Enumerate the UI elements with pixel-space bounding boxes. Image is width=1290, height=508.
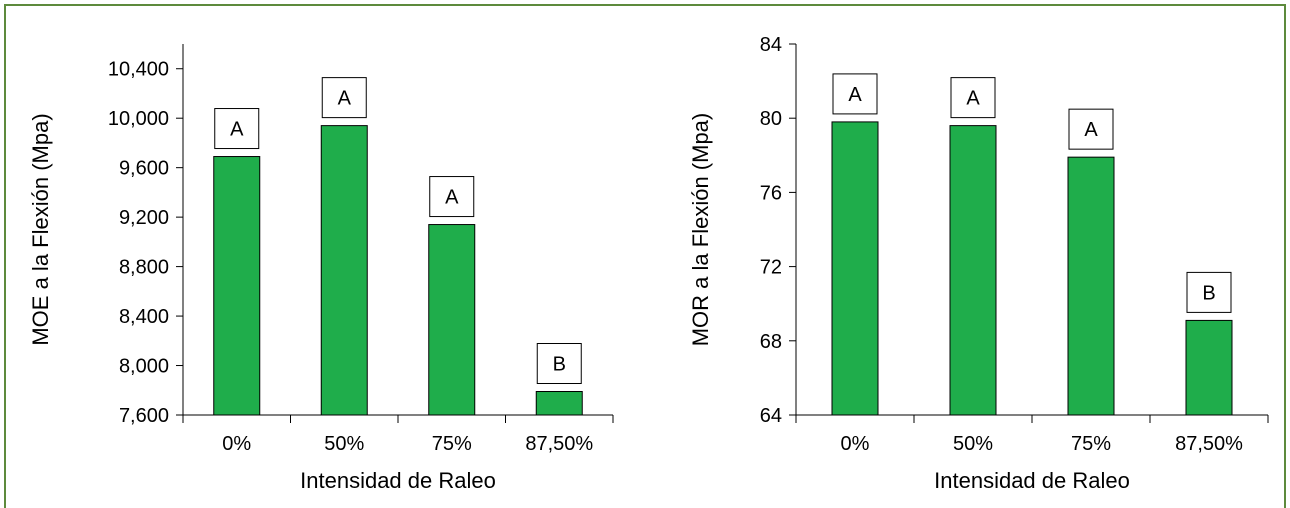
chart2-x-tick-label: 75%	[1071, 433, 1111, 455]
chart2-bar	[949, 125, 997, 416]
chart1-x-tick-label: 75%	[432, 433, 472, 455]
chart1-significance-letter: A	[445, 187, 459, 209]
chart1-bar	[320, 125, 368, 416]
chart1-y-tick-label: 9,600	[119, 158, 169, 180]
chart2-significance-letter: A	[1084, 119, 1098, 141]
chart2-x-tick-label: 0%	[841, 433, 870, 455]
chart1-significance-box	[321, 77, 367, 119]
chart1-y-tick-label: 7,600	[119, 405, 169, 427]
chart2-bar	[831, 121, 879, 416]
chart2-significance-box	[950, 77, 996, 119]
chart1-significance-box	[214, 108, 260, 150]
chart2-significance-letter: A	[848, 84, 862, 106]
chart2-y-tick-label: 84	[760, 34, 782, 56]
chart1-significance-box	[536, 343, 582, 385]
chart2-significance-letter: B	[1202, 282, 1215, 304]
chart1-y-tick-label: 10,400	[108, 59, 169, 81]
chart2-significance-box	[1068, 108, 1114, 150]
chart1-significance-box	[429, 176, 475, 218]
chart1-significance-letter: A	[338, 88, 352, 110]
chart1-significance-letter: A	[230, 119, 244, 141]
chart2-significance-box	[1186, 271, 1232, 313]
chart1-x-axis-title: Intensidad de Raleo	[300, 468, 496, 493]
chart1-bar	[428, 224, 476, 416]
chart2-x-tick-label: 50%	[953, 433, 993, 455]
chart2-y-tick-label: 80	[760, 108, 782, 130]
chart1-bar	[213, 156, 261, 416]
chart2-x-axis-title: Intensidad de Raleo	[934, 468, 1130, 493]
chart1-y-axis-title: MOE a la Flexión (Mpa)	[28, 113, 53, 345]
chart1-y-tick-label: 8,400	[119, 306, 169, 328]
chart1-x-tick-label: 50%	[324, 433, 364, 455]
chart1-x-tick-label: 0%	[222, 433, 251, 455]
chart2-y-tick-label: 72	[760, 257, 782, 279]
chart2-y-tick-label: 76	[760, 182, 782, 204]
chart2-y-tick-label: 64	[760, 405, 782, 427]
chart1-y-tick-label: 9,200	[119, 207, 169, 229]
chart2-significance-box	[832, 73, 878, 115]
chart1-y-tick-label: 10,000	[108, 108, 169, 130]
figure-frame	[4, 4, 1286, 508]
chart2-bar	[1067, 156, 1115, 416]
chart2-significance-letter: A	[966, 88, 980, 110]
chart1-significance-letter: B	[553, 354, 566, 376]
chart2-y-tick-label: 68	[760, 331, 782, 353]
chart1-y-tick-label: 8,800	[119, 257, 169, 279]
chart1-bar	[535, 391, 583, 416]
chart2-bar	[1185, 319, 1233, 416]
chart2-y-axis-title: MOR a la Flexión (Mpa)	[688, 113, 713, 347]
chart1-y-tick-label: 8,000	[119, 356, 169, 378]
chart1-x-tick-label: 87,50%	[525, 433, 593, 455]
chart2-x-tick-label: 87,50%	[1175, 433, 1243, 455]
